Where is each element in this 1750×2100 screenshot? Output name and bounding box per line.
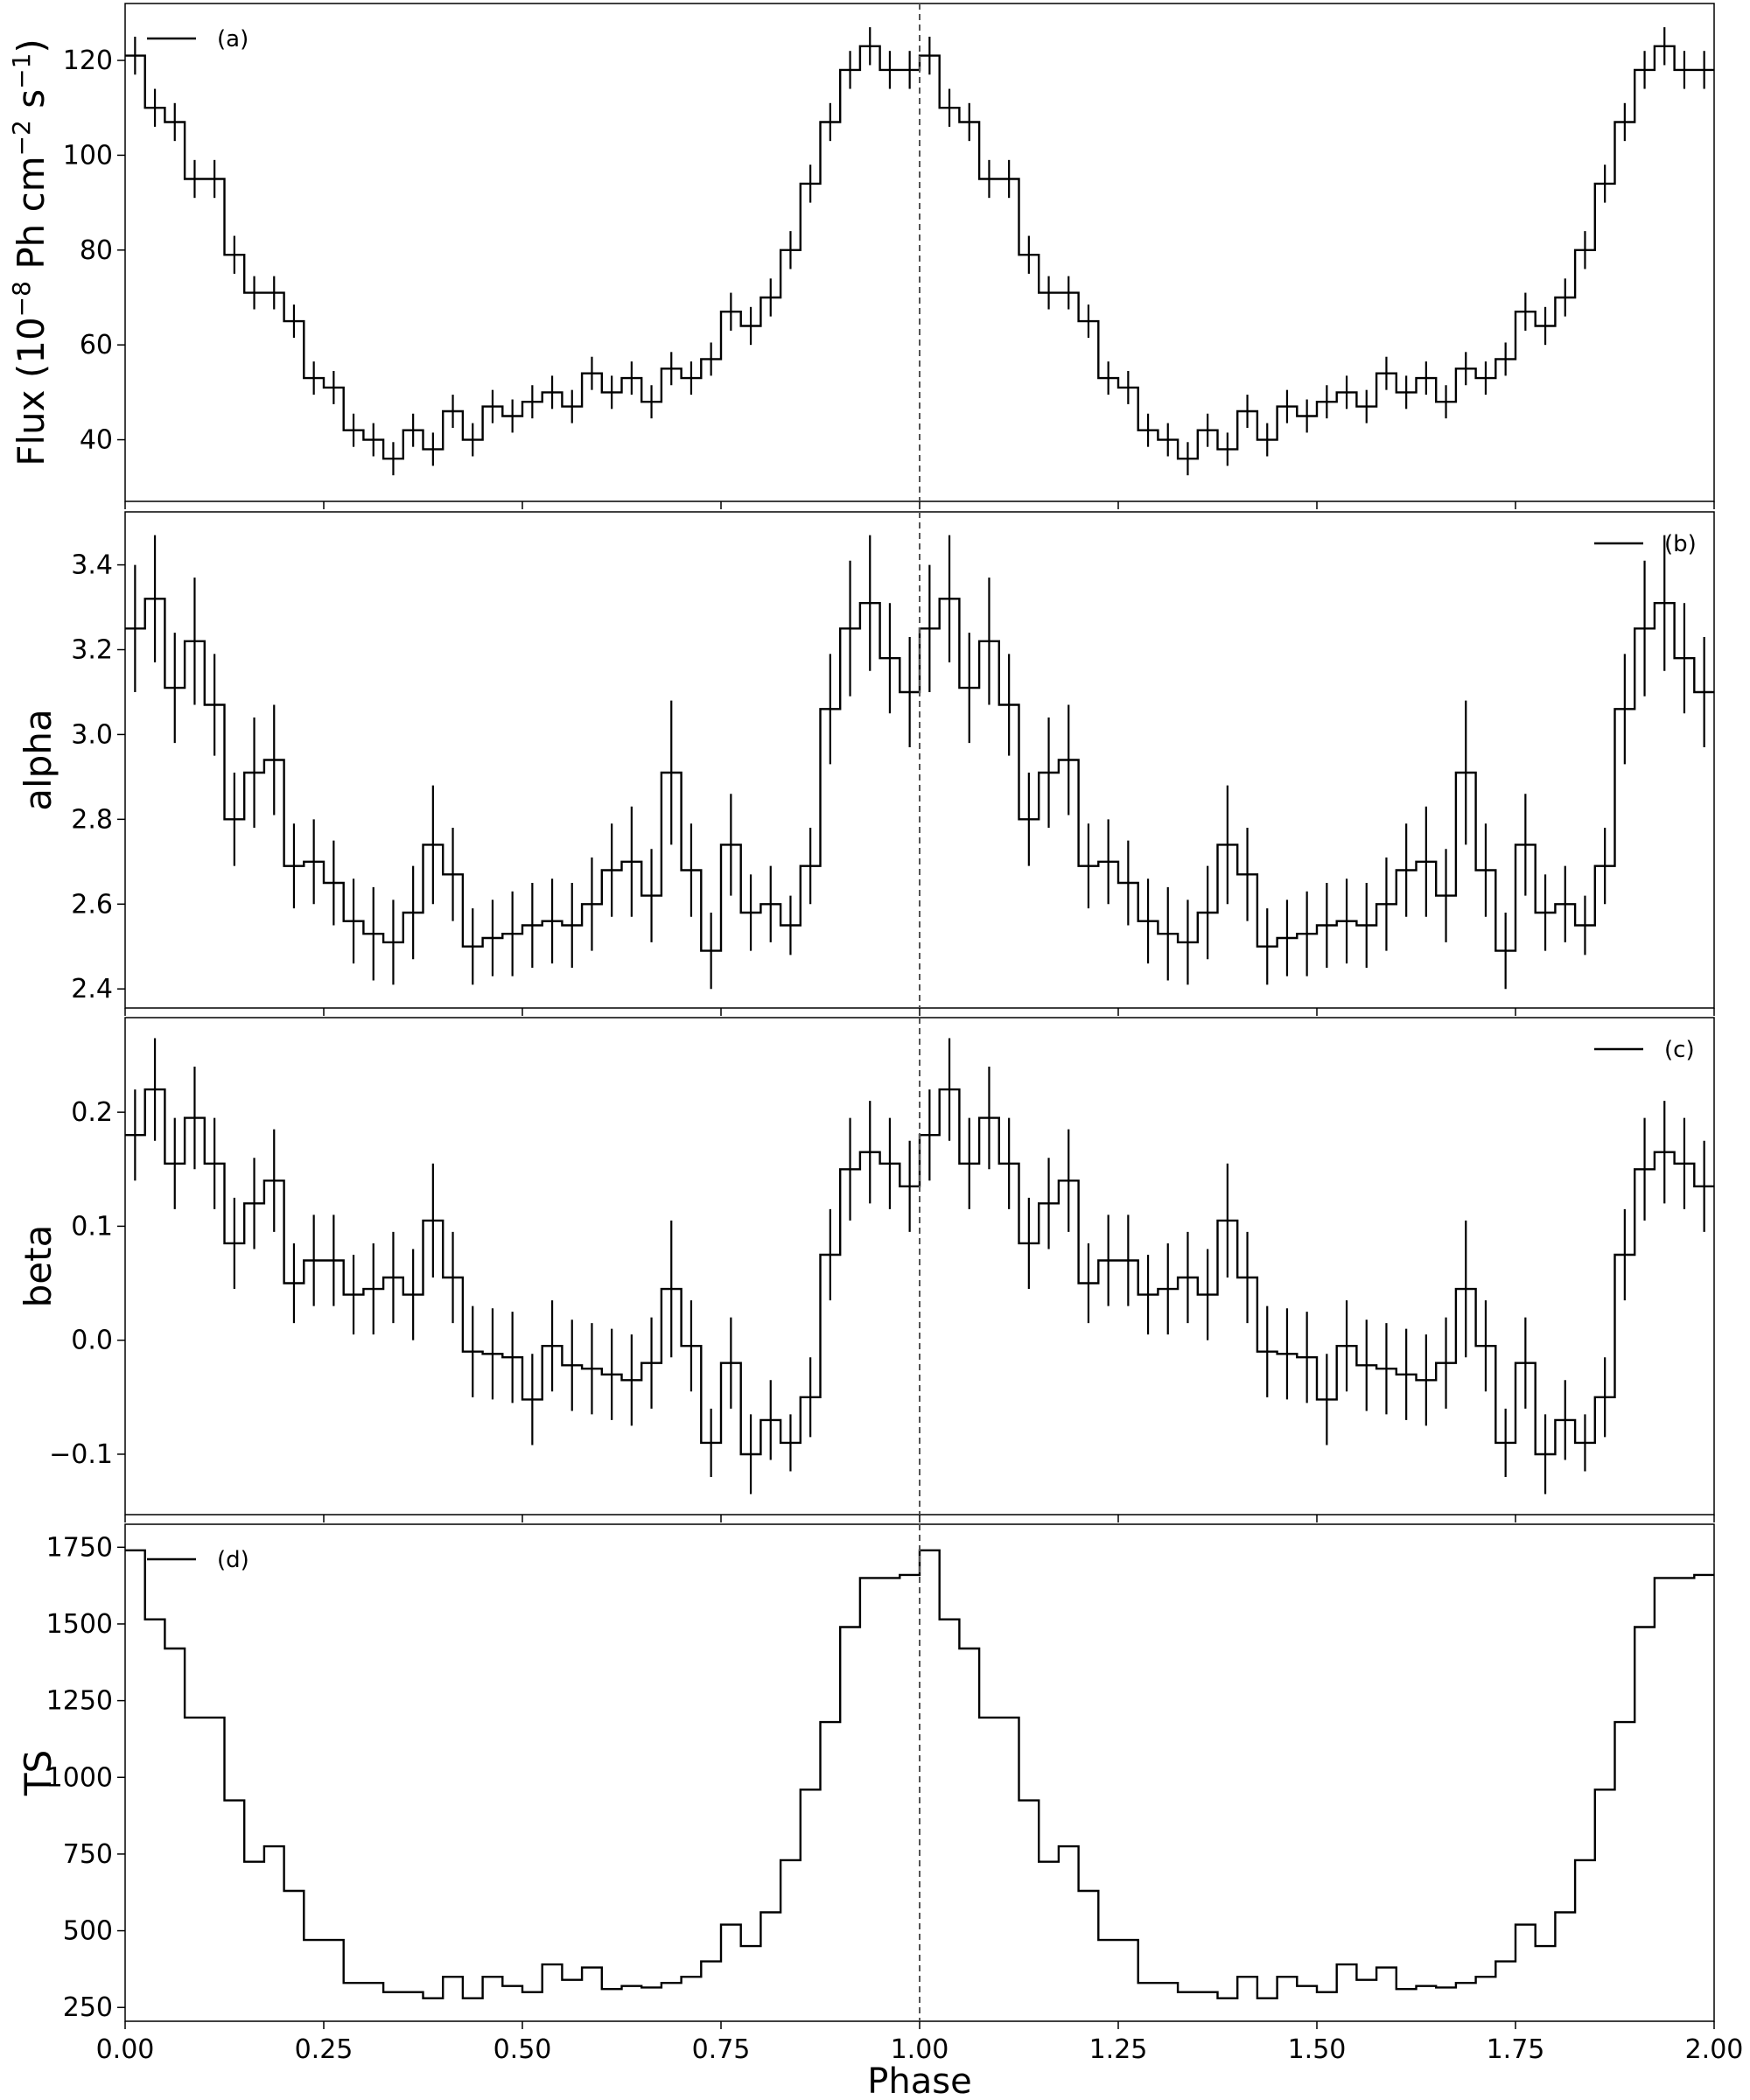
y-label-part: s bbox=[10, 89, 52, 120]
y-tick-label: 3.2 bbox=[71, 635, 113, 666]
y-tick-label: 2.6 bbox=[71, 889, 113, 920]
y-tick-label: 0.2 bbox=[71, 1097, 113, 1128]
y-tick-label: 40 bbox=[80, 425, 113, 456]
y-tick-label: 100 bbox=[63, 140, 113, 171]
series-step-line bbox=[125, 1088, 1714, 1456]
y-tick-label: 1750 bbox=[46, 1532, 113, 1563]
y-tick-label: 750 bbox=[63, 1839, 113, 1870]
y-tick-label: 60 bbox=[80, 330, 113, 360]
panels-layer: 40 60 80 100 120 Flux (10−8 Ph cm−2 s−1) (a) 2.… bbox=[7, 3, 1744, 2065]
y-tick-label: 500 bbox=[63, 1916, 113, 1947]
y-tick-label: −0.1 bbox=[49, 1439, 113, 1470]
x-tick-label: 1.75 bbox=[1487, 2034, 1545, 2065]
y-axis-label: beta bbox=[17, 1225, 60, 1308]
y-label-exponent: −2 bbox=[7, 120, 36, 156]
y-tick-label: 2.8 bbox=[71, 804, 113, 835]
x-tick-label: 0.25 bbox=[295, 2034, 354, 2065]
y-tick-label: 0.1 bbox=[71, 1211, 113, 1242]
legend-label: (a) bbox=[217, 26, 248, 52]
panel-alpha: 2.4 2.6 2.8 3.0 3.2 3.4 alpha (b) bbox=[17, 511, 1715, 1016]
x-tick-label: 0.75 bbox=[692, 2034, 751, 2065]
y-label-part: ) bbox=[10, 38, 52, 52]
y-label-part: Ph cm bbox=[10, 156, 52, 281]
panel-flux: 40 60 80 100 120 Flux (10−8 Ph cm−2 s−1) (a) bbox=[7, 3, 1715, 509]
y-tick-label: 80 bbox=[80, 235, 113, 266]
x-tick-label: 0.50 bbox=[494, 2034, 552, 2065]
y-label-exponent: −1 bbox=[7, 53, 36, 89]
y-tick-label: 1000 bbox=[46, 1762, 113, 1793]
x-tick-label: 1.00 bbox=[891, 2034, 949, 2065]
y-tick-label: 3.4 bbox=[71, 550, 113, 581]
series-step-line bbox=[125, 1549, 1714, 1999]
legend-label: (c) bbox=[1664, 1037, 1695, 1063]
legend-label: (d) bbox=[217, 1547, 249, 1573]
panel-beta: −0.1 0.0 0.1 0.2 beta (c) bbox=[17, 1017, 1715, 1522]
panel-ts: 250 500 750 1000 1250 1500 1750 0.00 0.25 0.50 0.7… bbox=[17, 1523, 1744, 2065]
y-tick-label: 250 bbox=[63, 1992, 113, 2023]
y-tick-label: 120 bbox=[63, 46, 113, 76]
y-tick-label: 1500 bbox=[46, 1609, 113, 1640]
x-tick-label: 2.00 bbox=[1685, 2034, 1744, 2065]
legend-label: (b) bbox=[1664, 531, 1697, 557]
x-tick-label: 0.00 bbox=[96, 2034, 155, 2065]
y-axis-label: Flux (10−8 Ph cm−2 s−1) bbox=[7, 38, 53, 466]
x-tick-label: 1.50 bbox=[1288, 2034, 1347, 2065]
y-axis-label: alpha bbox=[17, 709, 60, 810]
x-axis-label: Phase bbox=[867, 2062, 971, 2100]
y-tick-label: 2.4 bbox=[71, 974, 113, 1004]
y-label-part: Flux (10 bbox=[10, 317, 52, 466]
y-tick-label: 0.0 bbox=[71, 1326, 113, 1356]
y-tick-label: 3.0 bbox=[71, 719, 113, 750]
y-tick-label: 1250 bbox=[46, 1686, 113, 1717]
y-axis-label: TS bbox=[17, 1750, 60, 1796]
x-tick-label: 1.25 bbox=[1089, 2034, 1148, 2065]
y-label-exponent: −8 bbox=[7, 281, 36, 317]
